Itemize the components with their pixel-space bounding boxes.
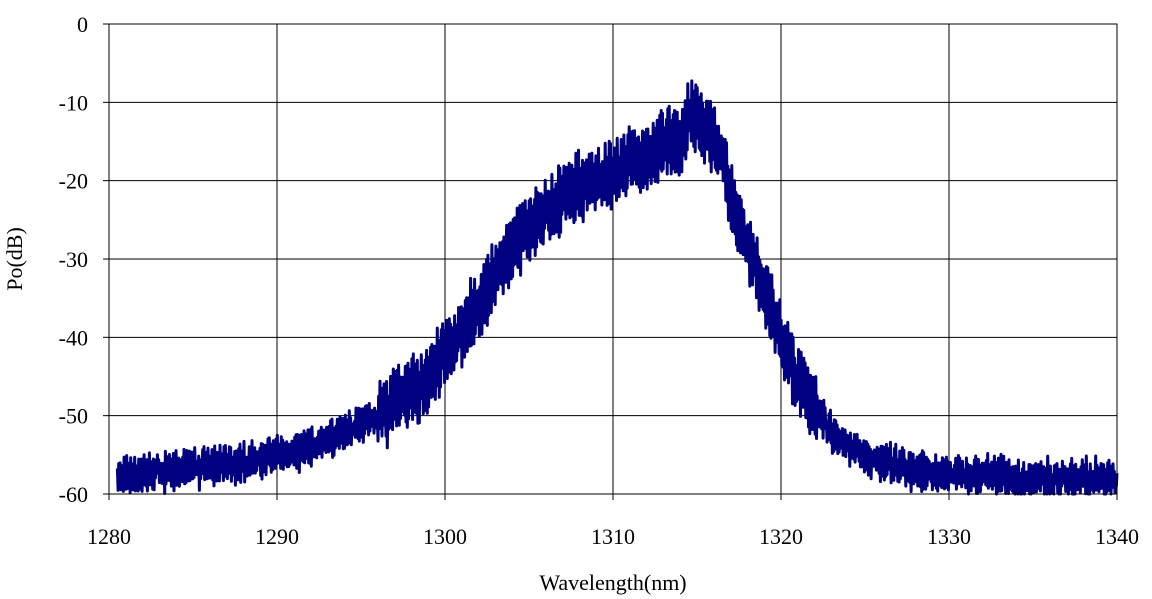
y-tick-label: -10 [59,90,88,115]
y-tick-label: -30 [59,247,88,272]
spectrum-series-line [115,79,1119,496]
y-tick-label: -40 [59,325,88,350]
series-group [115,79,1119,496]
y-tick-label: -20 [59,169,88,194]
y-tick-label: -60 [59,482,88,507]
y-axis-ticks: 0 -10 -20 -30 -40 -50 -60 [59,12,109,507]
x-tick-label: 1280 [87,524,131,549]
x-tick-label: 1300 [423,524,467,549]
y-tick-label: -50 [59,404,88,429]
x-tick-label: 1310 [591,524,635,549]
x-tick-label: 1340 [1095,524,1139,549]
x-tick-label: 1330 [927,524,971,549]
x-axis-title: Wavelength(nm) [539,570,686,595]
y-axis-title: Po(dB) [2,227,27,291]
x-tick-label: 1290 [255,524,299,549]
gridlines [109,24,1117,494]
y-tick-label: 0 [77,12,88,37]
x-tick-label: 1320 [759,524,803,549]
x-axis-ticks: 1280 1290 1300 1310 1320 1330 1340 [87,494,1139,549]
